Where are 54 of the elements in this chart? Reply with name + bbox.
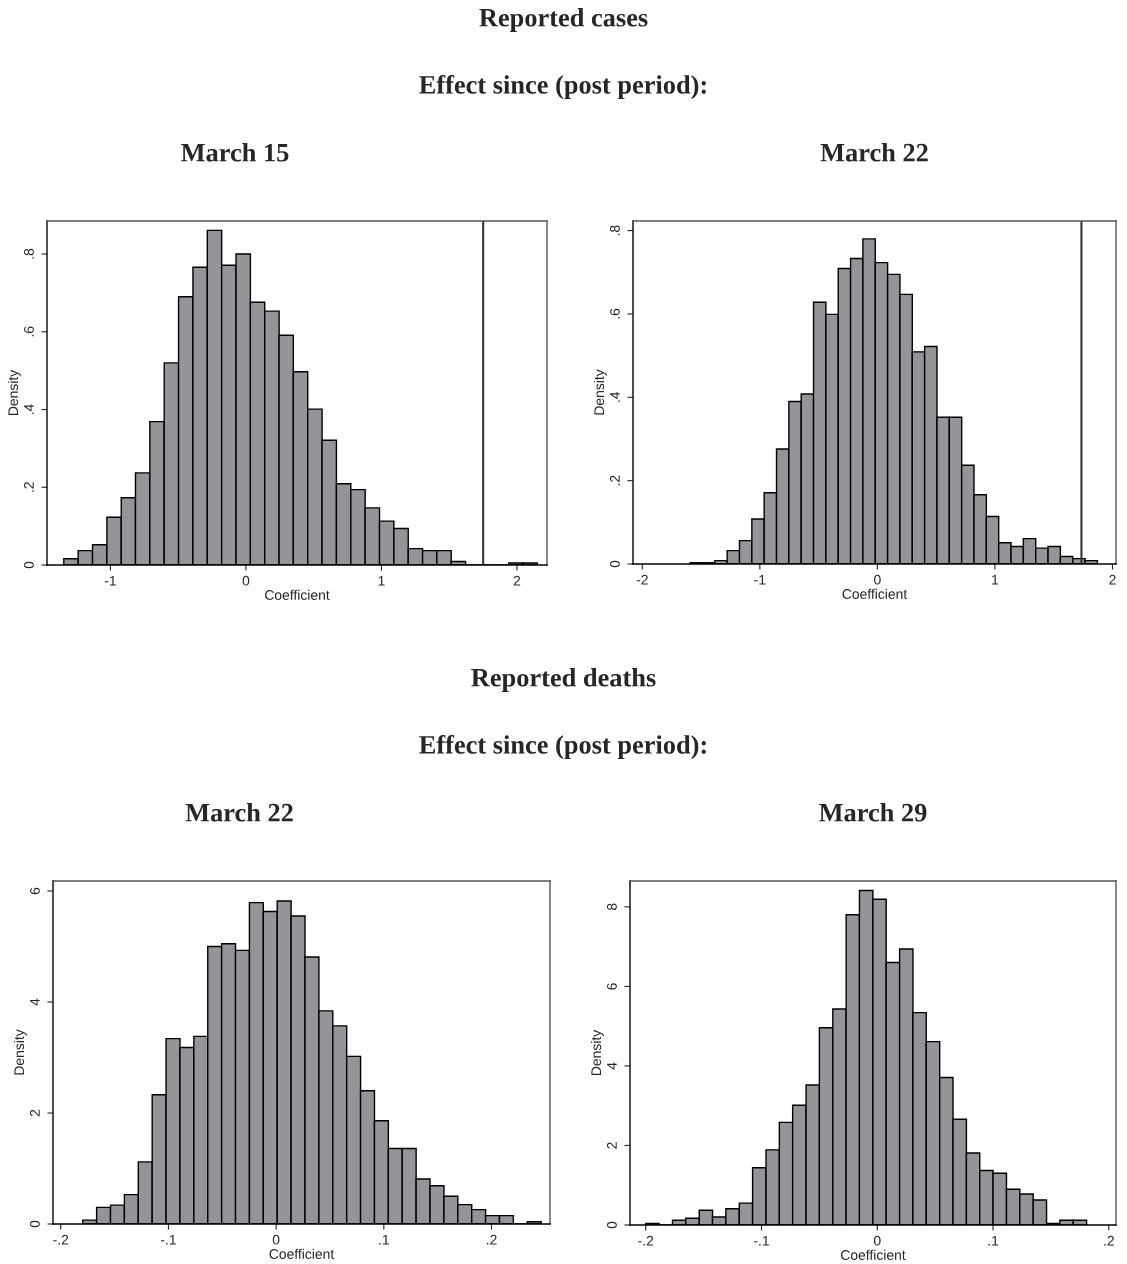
y-tick-label: 2 (30, 1109, 40, 1117)
x-tick-label: 1 (992, 574, 999, 585)
x-tick-label: 0 (873, 1235, 881, 1246)
x-tick-label: 0 (272, 1234, 280, 1245)
y-tick-label: .4 (610, 391, 620, 402)
x-tick-label: .2 (1104, 1235, 1114, 1246)
y-tick-label: 4 (30, 998, 40, 1006)
y-tick-label: 2 (607, 1142, 617, 1149)
chart-title: March 22 (185, 803, 293, 822)
x-tick-label: 0 (242, 575, 250, 586)
x-tick-label: 1 (378, 575, 385, 586)
x-tick-label: -1 (104, 575, 116, 586)
x-tick-label: -.2 (53, 1234, 69, 1245)
x-tick-label: .1 (379, 1234, 389, 1245)
y-tick-label: 6 (30, 887, 40, 895)
text: Effect since (post period): (419, 734, 706, 760)
x-tick-label: 0 (874, 574, 881, 585)
x-tick-label: -1 (754, 574, 766, 585)
y-tick-label: .2 (610, 475, 620, 486)
x-tick-label: 2 (513, 575, 521, 586)
y-tick-label: 0 (607, 1221, 617, 1229)
x-axis-title: Coefficient (842, 588, 908, 599)
x-tick-label: .2 (487, 1234, 497, 1245)
y-tick-label: 4 (607, 1062, 617, 1070)
text: Effect since (post period): (419, 74, 706, 100)
chart-title: March 22 (820, 143, 928, 162)
text: Reported cases (479, 8, 648, 32)
y-tick-label: 0 (30, 1220, 40, 1228)
chart-title: March 15 (181, 143, 289, 162)
y-tick-label: 6 (607, 983, 617, 990)
text: Reported deaths (471, 668, 656, 692)
x-axis-title: Coefficient (841, 1249, 906, 1260)
y-tick-label: 0 (610, 560, 620, 568)
y-axis-title: Density (593, 369, 607, 415)
y-tick-label: .8 (24, 248, 34, 259)
y-tick-label: 0 (24, 561, 34, 569)
y-tick-label: .2 (24, 482, 34, 492)
x-tick-label: -.1 (160, 1234, 176, 1245)
y-tick-label: .8 (610, 225, 620, 236)
x-axis-title: Coefficient (269, 1248, 335, 1259)
x-tick-label: -.2 (638, 1235, 654, 1246)
x-axis-title: Coefficient (265, 589, 330, 600)
y-tick-label: .4 (24, 404, 34, 415)
y-tick-label: .6 (24, 326, 34, 337)
chart-title: March 29 (819, 803, 927, 822)
y-axis-title: Density (13, 1029, 27, 1075)
y-axis-title: Density (7, 369, 21, 416)
y-axis-title: Density (590, 1029, 604, 1076)
x-tick-label: -2 (636, 574, 648, 585)
y-tick-label: .6 (610, 308, 620, 319)
x-tick-label: 2 (1109, 574, 1116, 585)
x-tick-label: -.1 (754, 1235, 769, 1246)
x-tick-label: .1 (988, 1235, 999, 1246)
y-tick-label: 8 (607, 903, 617, 911)
